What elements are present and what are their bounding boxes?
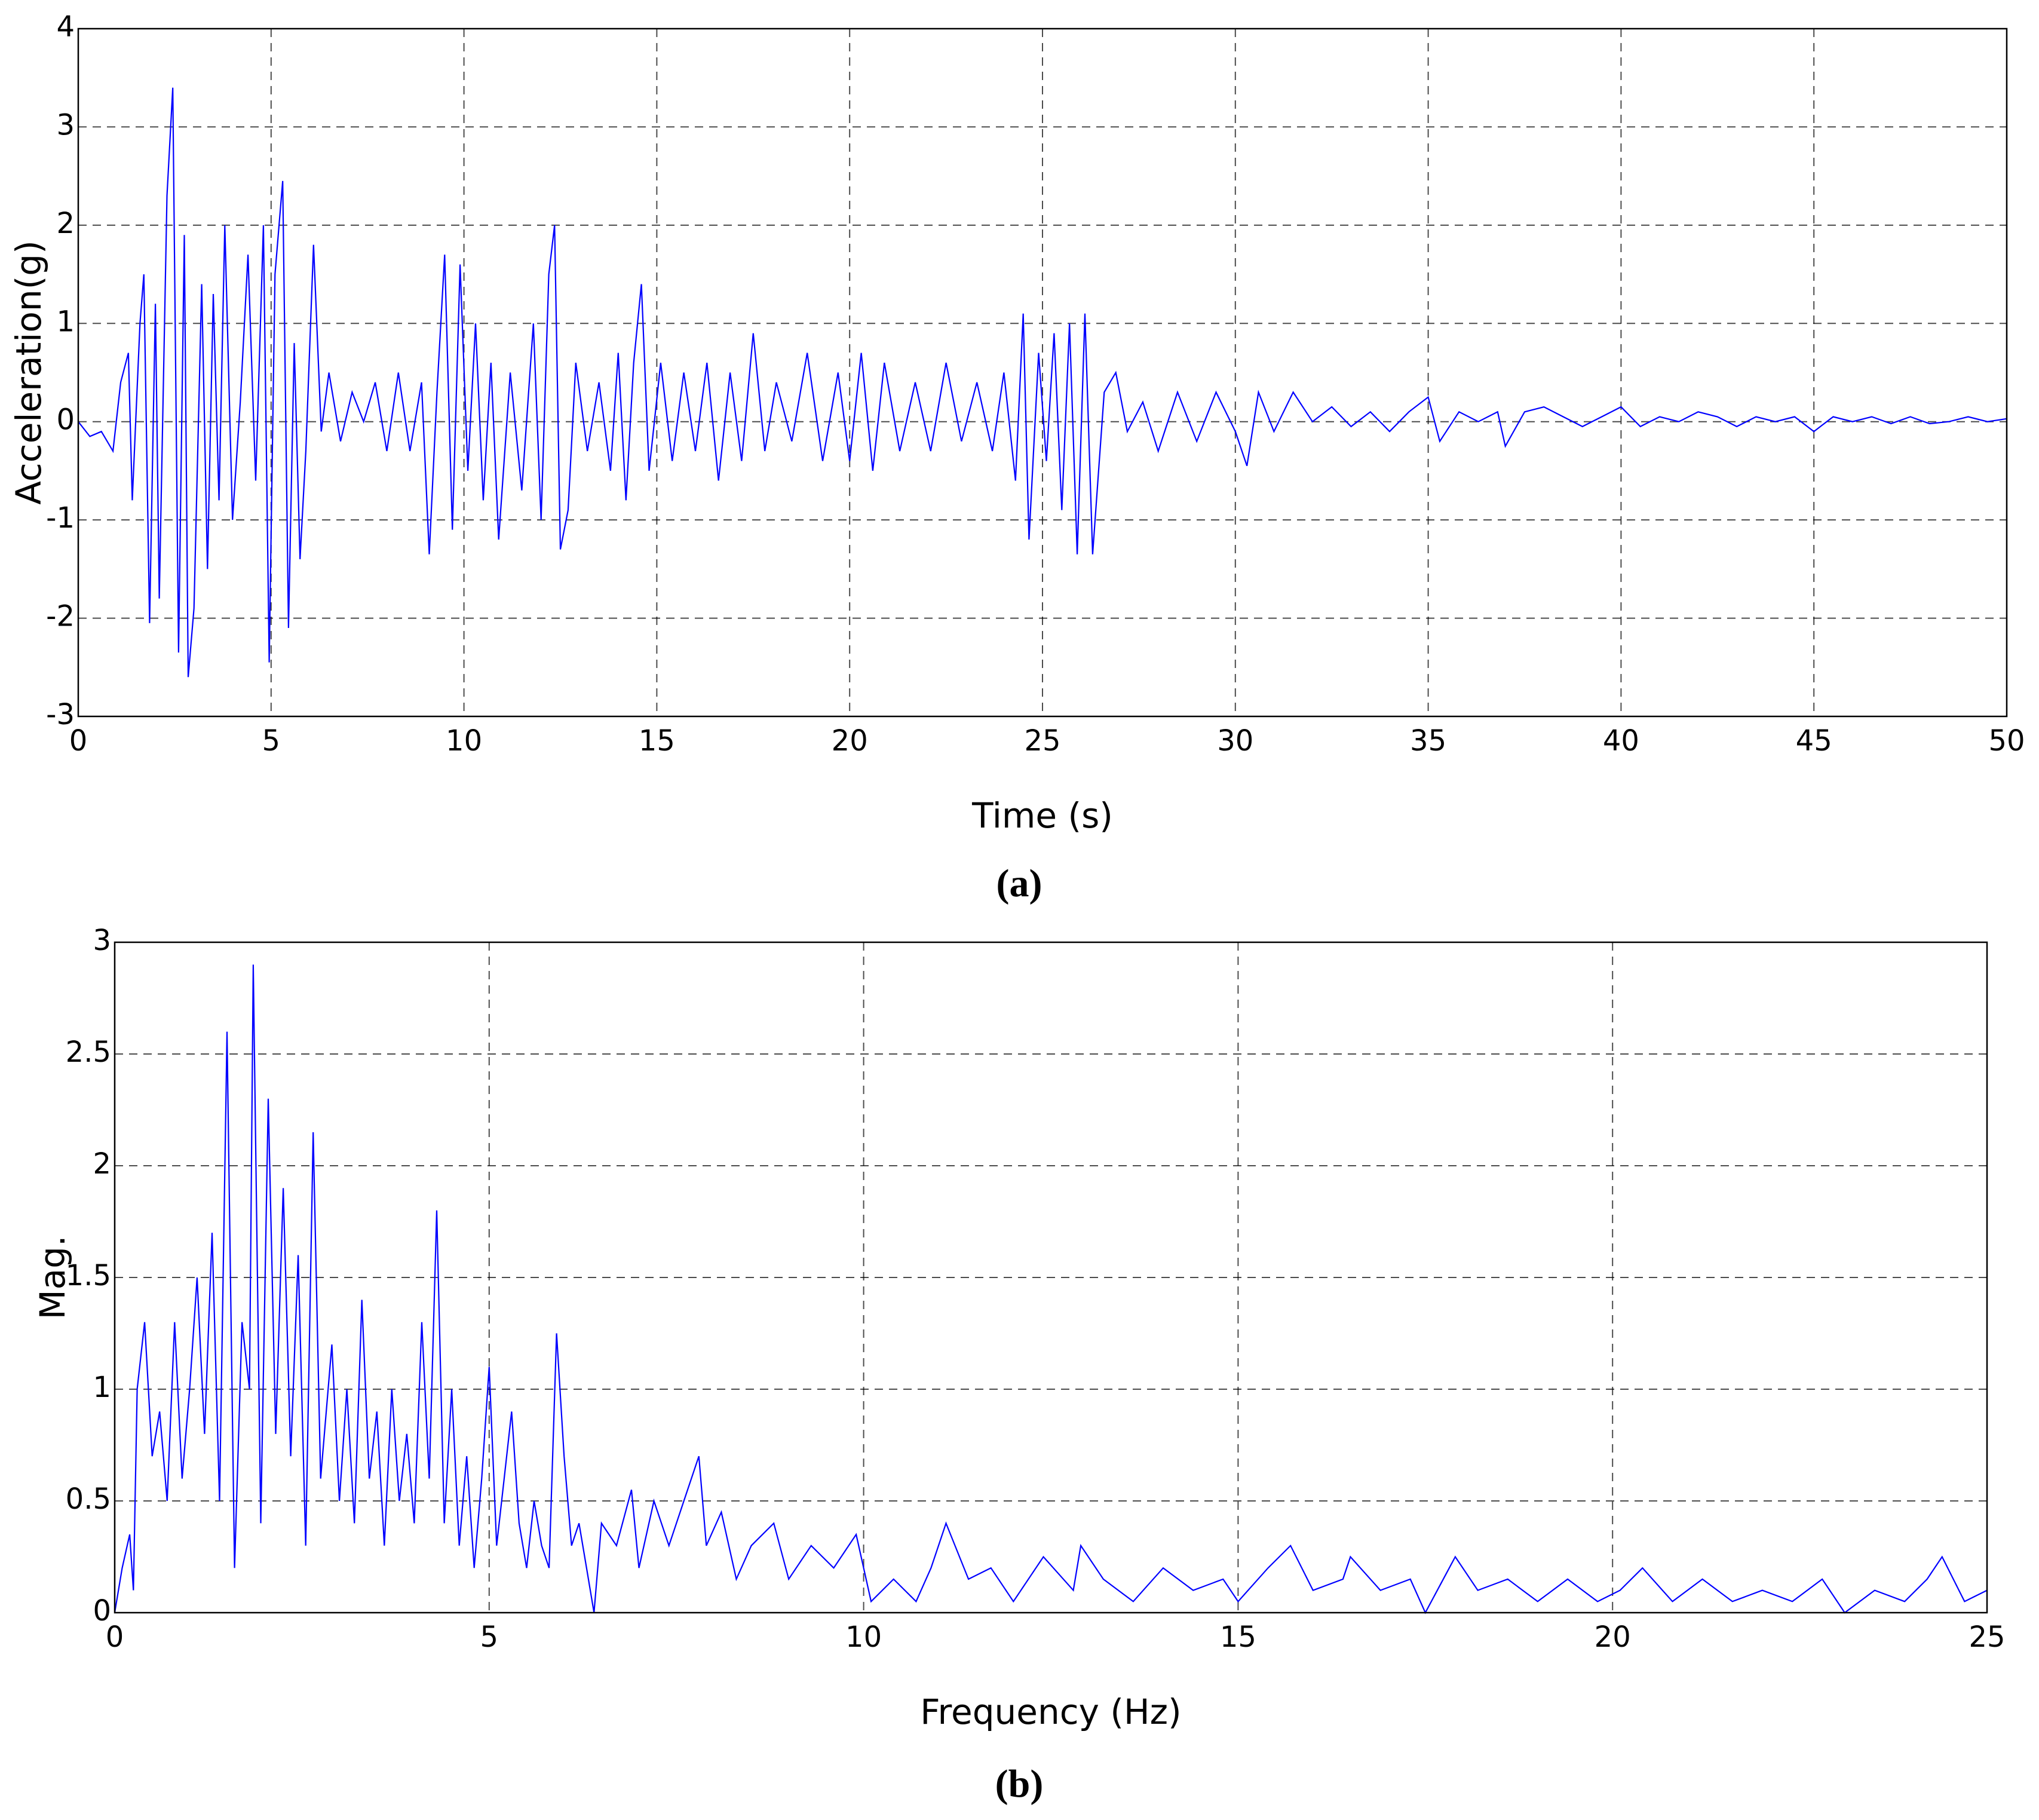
data-line <box>78 87 2007 678</box>
y-tick-label: 2 <box>56 207 75 240</box>
y-tick-label: 3 <box>93 924 111 957</box>
x-axis-label: Time (s) <box>971 795 1113 836</box>
x-tick-label: 25 <box>1969 1620 2005 1654</box>
x-tick-label: 30 <box>1217 724 1253 758</box>
plot-background <box>78 29 2007 716</box>
x-tick-label: 0 <box>69 724 88 758</box>
y-tick-label: 3 <box>56 108 75 142</box>
y-tick-label: -1 <box>46 501 75 535</box>
x-tick-label: 10 <box>446 724 482 758</box>
y-tick-label: 2 <box>93 1147 111 1181</box>
y-tick-label: -2 <box>46 600 75 633</box>
y-axis-label: Acceleration(g) <box>8 240 49 504</box>
x-tick-label: 50 <box>1988 724 2025 758</box>
y-tick-label: 1.5 <box>66 1259 111 1292</box>
data-line <box>114 964 1988 1614</box>
x-tick-label: 25 <box>1024 724 1060 758</box>
x-tick-label: 10 <box>845 1620 882 1654</box>
y-axis-label: Mag. <box>32 1236 73 1320</box>
caption: (b) <box>995 1762 1044 1806</box>
x-tick-label: 40 <box>1603 724 1639 758</box>
y-tick-label: 2.5 <box>66 1035 111 1069</box>
y-tick-label: 0.5 <box>66 1482 111 1516</box>
y-tick-label: 1 <box>93 1371 111 1404</box>
axes-frame <box>77 27 2008 718</box>
x-tick-label: 15 <box>639 724 675 758</box>
x-tick-label: 15 <box>1220 1620 1256 1654</box>
y-tick-label: 0 <box>56 403 75 437</box>
y-tick-label: 1 <box>56 305 75 338</box>
y-tick-label: -3 <box>46 698 75 731</box>
x-tick-label: 45 <box>1796 724 1832 758</box>
x-tick-label: 20 <box>1595 1620 1631 1654</box>
x-axis-label: Frequency (Hz) <box>920 1692 1181 1732</box>
axes-frame <box>114 941 1988 1614</box>
x-tick-label: 0 <box>106 1620 124 1654</box>
x-tick-label: 20 <box>832 724 868 758</box>
x-tick-label: 5 <box>480 1620 499 1654</box>
x-tick-label: 35 <box>1410 724 1446 758</box>
caption: (a) <box>996 862 1043 905</box>
y-tick-label: 0 <box>93 1594 111 1628</box>
x-tick-label: 5 <box>262 724 281 758</box>
y-tick-label: 4 <box>56 10 75 44</box>
